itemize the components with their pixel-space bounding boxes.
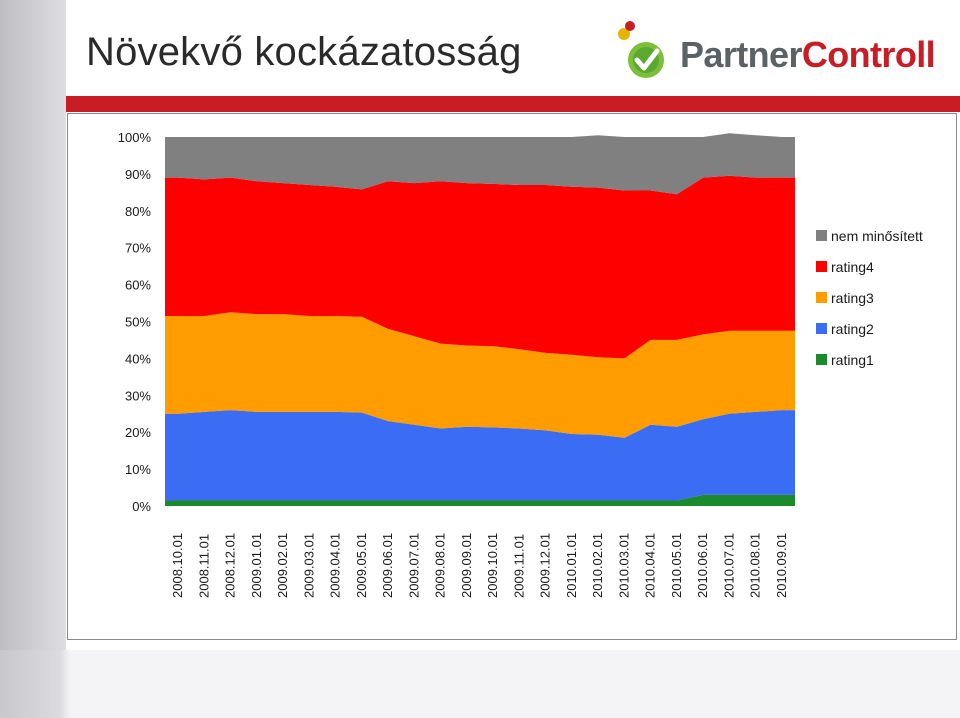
chart-frame: 0% 10% 20% 30% 40% 50% 60% 70% 80% 90% 100% 2008.1… <box>67 113 957 640</box>
x-tick-label: 2008.10.01 <box>170 533 185 598</box>
y-tick-label: 70% <box>125 241 151 256</box>
y-tick-label: 90% <box>125 167 151 182</box>
x-tick-label: 2009.07.01 <box>406 533 421 598</box>
legend-swatch-rating3 <box>816 292 827 303</box>
x-tick-label: 2009.05.01 <box>354 533 369 598</box>
chart-legend: nem minősített rating4 rating3 rating2 ratin… <box>816 228 923 368</box>
x-tick-label: 2010.03.01 <box>616 533 631 598</box>
logo-word-partner: Partner <box>680 34 802 75</box>
x-tick-label: 2009.09.01 <box>459 533 474 598</box>
x-tick-label: 2010.05.01 <box>669 533 684 598</box>
x-tick-label: 2009.03.01 <box>301 533 316 598</box>
x-tick-label: 2010.02.01 <box>590 533 605 598</box>
x-tick-label: 2010.09.01 <box>774 533 789 598</box>
x-tick-label: 2008.12.01 <box>223 533 238 598</box>
y-tick-label: 20% <box>125 425 151 440</box>
x-tick-label: 2010.08.01 <box>748 533 763 598</box>
x-tick-label: 2010.06.01 <box>695 533 710 598</box>
area-rating1 <box>165 494 795 506</box>
chart-areas <box>165 133 795 506</box>
header-red-bar <box>66 96 960 112</box>
logo-wordmark: PartnerControll <box>680 34 936 76</box>
y-tick-label: 50% <box>125 315 151 330</box>
area-rating2 <box>165 410 795 501</box>
x-tick-label: 2010.01.01 <box>564 533 579 598</box>
legend-swatch-rating1 <box>816 354 827 365</box>
x-tick-label: 2009.12.01 <box>538 533 553 598</box>
bottom-decor-strip <box>0 650 960 718</box>
x-tick-label: 2009.02.01 <box>275 533 290 598</box>
y-tick-label: 100% <box>118 130 152 145</box>
x-tick-label: 2008.11.01 <box>196 534 211 598</box>
stacked-area-chart: 0% 10% 20% 30% 40% 50% 60% 70% 80% 90% 100% 2008.1… <box>118 130 923 598</box>
x-tick-label: 2009.01.01 <box>249 533 264 598</box>
legend-swatch-rating4 <box>816 261 827 272</box>
logo-word-controll: Controll <box>801 34 936 75</box>
y-tick-label: 0% <box>132 499 151 514</box>
x-tick-label: 2009.08.01 <box>433 533 448 598</box>
slide-title: Növekvő kockázatosság <box>86 30 522 74</box>
y-axis-ticks: 0% 10% 20% 30% 40% 50% 60% 70% 80% 90% 100% <box>118 130 152 514</box>
x-tick-label: 2009.10.01 <box>485 533 500 598</box>
y-tick-label: 40% <box>125 351 151 366</box>
y-tick-label: 80% <box>125 204 151 219</box>
left-decor-stripe <box>0 0 66 718</box>
logo-check-icon <box>618 21 664 78</box>
legend-label-nem-min-s-tett: nem minősített <box>831 228 923 244</box>
area-rating3 <box>165 312 795 438</box>
x-tick-label: 2010.07.01 <box>721 533 736 598</box>
legend-label-rating4: rating4 <box>831 259 874 275</box>
partnercontroll-logo: PartnerControll <box>612 18 942 88</box>
x-tick-label: 2009.06.01 <box>380 533 395 598</box>
x-tick-label: 2009.11.01 <box>511 534 526 598</box>
y-tick-label: 60% <box>125 278 151 293</box>
legend-label-rating2: rating2 <box>831 321 874 337</box>
legend-label-rating1: rating1 <box>831 352 874 368</box>
legend-swatch-rating2 <box>816 323 827 334</box>
legend-label-rating3: rating3 <box>831 290 874 306</box>
area-rating4 <box>165 175 795 359</box>
x-tick-label: 2010.04.01 <box>643 533 658 598</box>
legend-swatch-nem-min-s-tett <box>816 230 827 241</box>
x-axis-ticks: 2008.10.01 2008.11.01 2008.12.01 2009.01.01… <box>170 533 789 598</box>
area-nem-min-s-tett <box>165 133 795 195</box>
y-tick-label: 10% <box>125 462 151 477</box>
y-tick-label: 30% <box>125 388 151 403</box>
x-tick-label: 2009.04.01 <box>328 533 343 598</box>
